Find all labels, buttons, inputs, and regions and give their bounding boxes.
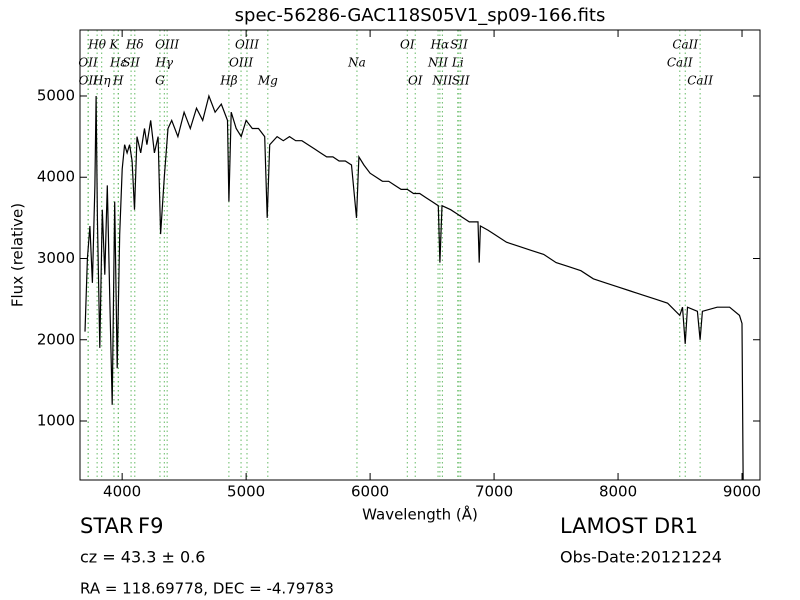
line-marker-label: NII [427,56,448,70]
plot-frame [79,29,761,481]
line-marker-label: SII [122,56,140,70]
x-tick-label: 7000 [475,483,513,501]
subclass: F9 [138,514,163,538]
x-tick-label: 9000 [723,483,761,501]
line-marker-label: OI [408,74,423,88]
object-class: STAR [80,514,133,538]
x-tick-label: 8000 [599,483,637,501]
line-marker-label: Hα [430,38,450,52]
line-marker-label: Hδ [125,38,144,52]
x-tick-label: 5000 [227,483,265,501]
line-marker-label: CaII [672,38,698,52]
y-axis-label: Flux (relative) [9,203,27,307]
line-marker-label: H [112,74,124,88]
line-marker-label: K [108,38,119,52]
line-marker-label: OI [400,38,415,52]
spectrum-line [84,94,744,480]
survey: LAMOST DR1 [560,514,698,538]
obs-date: Obs-Date:20121224 [560,548,722,567]
x-axis-label: Wavelength (Å) [362,505,478,524]
line-marker-label: G [155,74,165,88]
line-marker-label: SII [452,74,470,88]
line-marker-label: Li [451,56,464,70]
line-marker-label: Hθ [87,38,106,52]
y-tick-label: 1000 [37,412,75,430]
line-marker-label: OIII [235,38,259,52]
line-marker-label: OIII [155,38,179,52]
line-marker-label: Mg [257,74,278,88]
line-marker-label: Na [347,56,366,70]
line-marker-label: OII [78,56,98,70]
x-tick-label: 4000 [103,483,141,501]
y-tick-label: 4000 [37,168,75,186]
line-marker-label: Hγ [154,56,173,70]
line-marker-label: Hη [92,74,111,88]
y-tick-label: 2000 [37,330,75,348]
chart-title: spec-56286-GAC118S05V1_sp09-166.fits [235,5,606,26]
redshift: cz = 43.3 ± 0.6 [80,548,205,567]
line-marker-label: Hβ [219,74,237,88]
line-marker-label: CaII [687,74,713,88]
line-marker-label: OIII [229,56,253,70]
coordinates: RA = 118.69778, DEC = -4.79783 [80,580,334,598]
line-marker-label: SII [450,38,468,52]
line-marker-label: NII [431,74,452,88]
x-tick-label: 6000 [351,483,389,501]
line-marker-label: CaII [667,56,693,70]
y-tick-label: 5000 [37,86,75,104]
y-tick-label: 3000 [37,249,75,267]
